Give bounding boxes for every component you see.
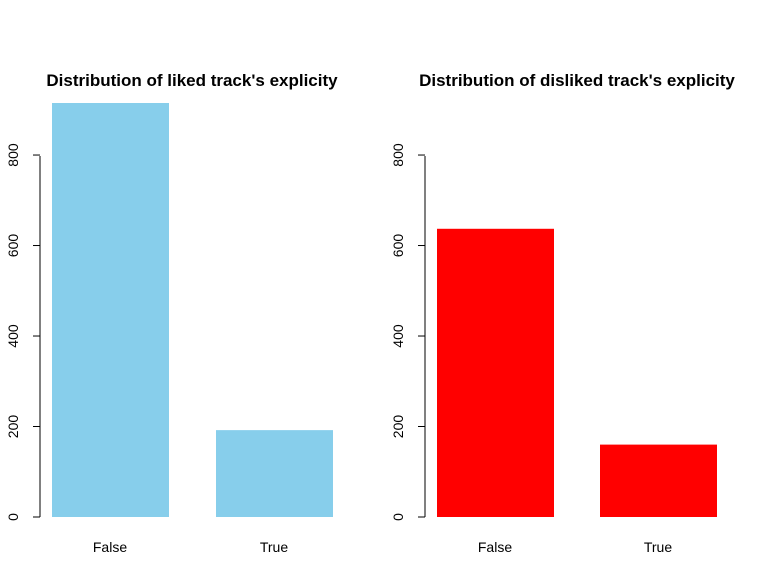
liked-x-labels: False True <box>93 539 288 555</box>
liked-bar-false <box>52 103 169 517</box>
disliked-chart-panel: Distribution of disliked track's explici… <box>390 71 735 555</box>
disliked-y-tick-label: 400 <box>390 324 406 348</box>
disliked-x-label-true: True <box>644 539 672 555</box>
liked-y-tick-label: 0 <box>5 513 21 521</box>
disliked-bar-true <box>600 444 717 517</box>
disliked-y-tick-label: 200 <box>390 415 406 439</box>
liked-chart-title: Distribution of liked track's explicity <box>46 71 338 90</box>
disliked-chart-title: Distribution of disliked track's explici… <box>419 71 735 90</box>
disliked-bars <box>437 228 717 517</box>
liked-chart-panel: Distribution of liked track's explicity … <box>5 71 338 555</box>
liked-y-tick-label: 600 <box>5 234 21 258</box>
disliked-y-axis: 0 200 400 600 800 <box>390 143 425 521</box>
disliked-y-tick-label: 0 <box>390 513 406 521</box>
disliked-x-label-false: False <box>478 539 512 555</box>
liked-y-tick-label: 200 <box>5 415 21 439</box>
disliked-x-labels: False True <box>478 539 672 555</box>
disliked-y-tick-label: 600 <box>390 234 406 258</box>
liked-bar-true <box>216 430 333 517</box>
liked-y-tick-label: 800 <box>5 143 21 167</box>
liked-x-label-false: False <box>93 539 127 555</box>
disliked-y-tick-label: 800 <box>390 143 406 167</box>
liked-bars <box>52 103 333 517</box>
liked-x-label-true: True <box>260 539 288 555</box>
disliked-bar-false <box>437 228 554 517</box>
liked-y-axis: 0 200 400 600 800 <box>5 143 40 521</box>
liked-y-tick-label: 400 <box>5 324 21 348</box>
